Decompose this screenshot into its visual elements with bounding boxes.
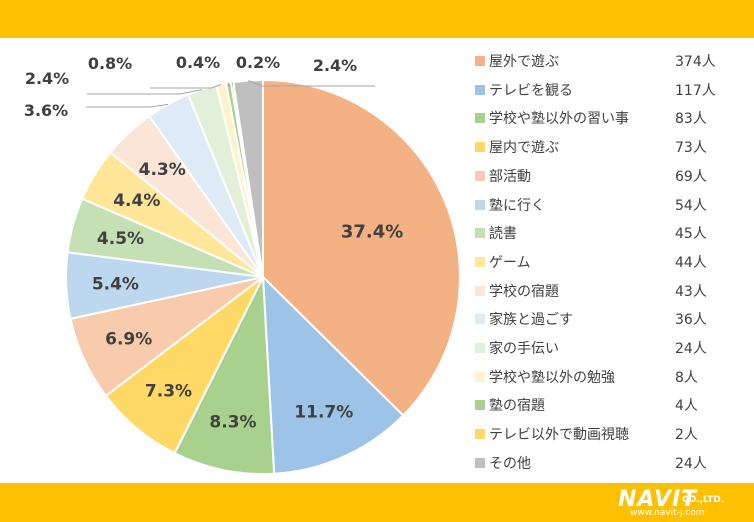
legend-count: 73人	[675, 140, 707, 157]
legend-item: ゲーム 44人	[475, 250, 735, 274]
legend-count: 117人	[675, 82, 716, 99]
legend-swatch	[475, 170, 485, 181]
leader-line	[150, 84, 222, 89]
slice-label: 7.3%	[145, 382, 192, 402]
legend-count: 8人	[675, 369, 698, 386]
legend-label: 学校や塾以外の勉強	[489, 369, 615, 386]
legend-count: 36人	[675, 312, 707, 329]
legend-count: 374人	[675, 54, 716, 70]
slice-label: 3.6%	[24, 101, 68, 120]
legend-swatch	[475, 199, 485, 210]
legend-item: 学校や塾以外の勉強 8人	[475, 365, 735, 389]
legend-swatch	[475, 142, 485, 153]
legend-swatch	[475, 113, 485, 124]
pie-slice	[261, 274, 405, 475]
legend-item: テレビを観る 117人	[475, 78, 735, 102]
legend-swatch	[475, 314, 485, 325]
top-band	[0, 0, 754, 38]
legend-item: 屋内で遊ぶ 73人	[475, 135, 735, 159]
legend-count: 43人	[675, 283, 707, 300]
legend-label: 学校の宿題	[489, 283, 559, 300]
legend-item: テレビ以外で動画視聴 2人	[475, 422, 735, 446]
slice-label: 0.2%	[236, 53, 280, 72]
legend-item: その他 24人	[475, 451, 735, 475]
leader-line	[86, 103, 169, 108]
legend-item: 塾の宿題 4人	[475, 393, 735, 417]
slice-label: 2.4%	[25, 69, 69, 88]
slice-label: 5.4%	[92, 275, 139, 295]
legend-swatch	[475, 429, 485, 440]
legend-swatch	[475, 256, 485, 267]
legend-label: 屋内で遊ぶ	[489, 140, 559, 157]
leader-line	[248, 80, 375, 87]
slice-label: 0.8%	[88, 54, 132, 73]
legend-label: テレビを観る	[489, 82, 573, 99]
legend-label: 塾に行く	[489, 197, 545, 214]
legend-count: 44人	[675, 254, 707, 271]
legend-item: 学校や塾以外の習い事 83人	[475, 106, 735, 130]
legend-label: 部活動	[489, 168, 531, 185]
legend-item: 家の手伝い 24人	[475, 336, 735, 360]
logo-suffix: CO.,LTD.	[682, 495, 725, 505]
legend-label: 家族と過ごす	[489, 312, 574, 329]
slice-label: 4.5%	[97, 229, 144, 249]
slice-label: 2.4%	[313, 56, 357, 75]
legend-count: 24人	[675, 341, 707, 357]
legend-item: 家族と過ごす 36人	[475, 307, 735, 331]
legend-label: 読書	[489, 226, 517, 243]
legend-count: 2人	[675, 427, 698, 444]
slice-label: 37.4%	[341, 221, 403, 242]
legend-count: 54人	[675, 197, 707, 214]
logo-brand: NAVIT	[618, 487, 698, 512]
legend-item: 読書 45人	[475, 221, 735, 245]
legend-swatch	[475, 285, 485, 296]
slice-label: 8.3%	[209, 413, 256, 433]
legend-label: 屋外で遊ぶ	[489, 54, 559, 70]
legend-swatch	[475, 228, 485, 239]
logo-url: www.navit-j.com	[630, 508, 705, 518]
legend-count: 83人	[675, 111, 707, 128]
legend-item: 屋外で遊ぶ 374人	[475, 49, 735, 73]
legend-item: 塾に行く 54人	[475, 193, 735, 217]
bottom-band	[0, 483, 754, 522]
navit-logo: NAVIT CO.,LTD. www.navit-j.com	[618, 487, 740, 519]
slice-label: 4.3%	[139, 160, 186, 180]
legend-swatch	[475, 84, 485, 95]
legend-label: テレビ以外で動画視聴	[489, 427, 629, 444]
pie-slice	[232, 78, 264, 278]
legend-label: 家の手伝い	[489, 341, 559, 357]
legend-label: 学校や塾以外の習い事	[489, 111, 629, 128]
pie-chart: 37.4% 11.7% 8.3% 7.3% 6.9% 5.4% 4.5% 4.4% 4.3% 3.…	[24, 53, 460, 476]
pie-slice	[262, 78, 460, 417]
legend-count: 4人	[675, 398, 698, 415]
legend-item: 部活動 69人	[475, 164, 735, 188]
legend-count: 69人	[675, 168, 707, 185]
slice-label: 6.9%	[105, 330, 152, 350]
legend-swatch	[475, 343, 485, 353]
legend-label: その他	[489, 455, 531, 472]
legend-label: ゲーム	[489, 254, 531, 271]
legend-swatch	[475, 457, 485, 468]
legend-swatch	[475, 400, 485, 411]
legend-item: 学校の宿題 43人	[475, 279, 735, 303]
slice-label: 4.4%	[113, 191, 160, 211]
slice-label: 11.7%	[294, 403, 353, 423]
legend-count: 45人	[675, 226, 707, 243]
legend-swatch	[475, 56, 485, 66]
legend-label: 塾の宿題	[489, 398, 545, 415]
slice-label: 0.4%	[176, 53, 220, 72]
legend-swatch	[475, 371, 485, 382]
legend-count: 24人	[675, 455, 707, 472]
leader-line	[87, 89, 203, 95]
pie-slice	[173, 273, 276, 476]
